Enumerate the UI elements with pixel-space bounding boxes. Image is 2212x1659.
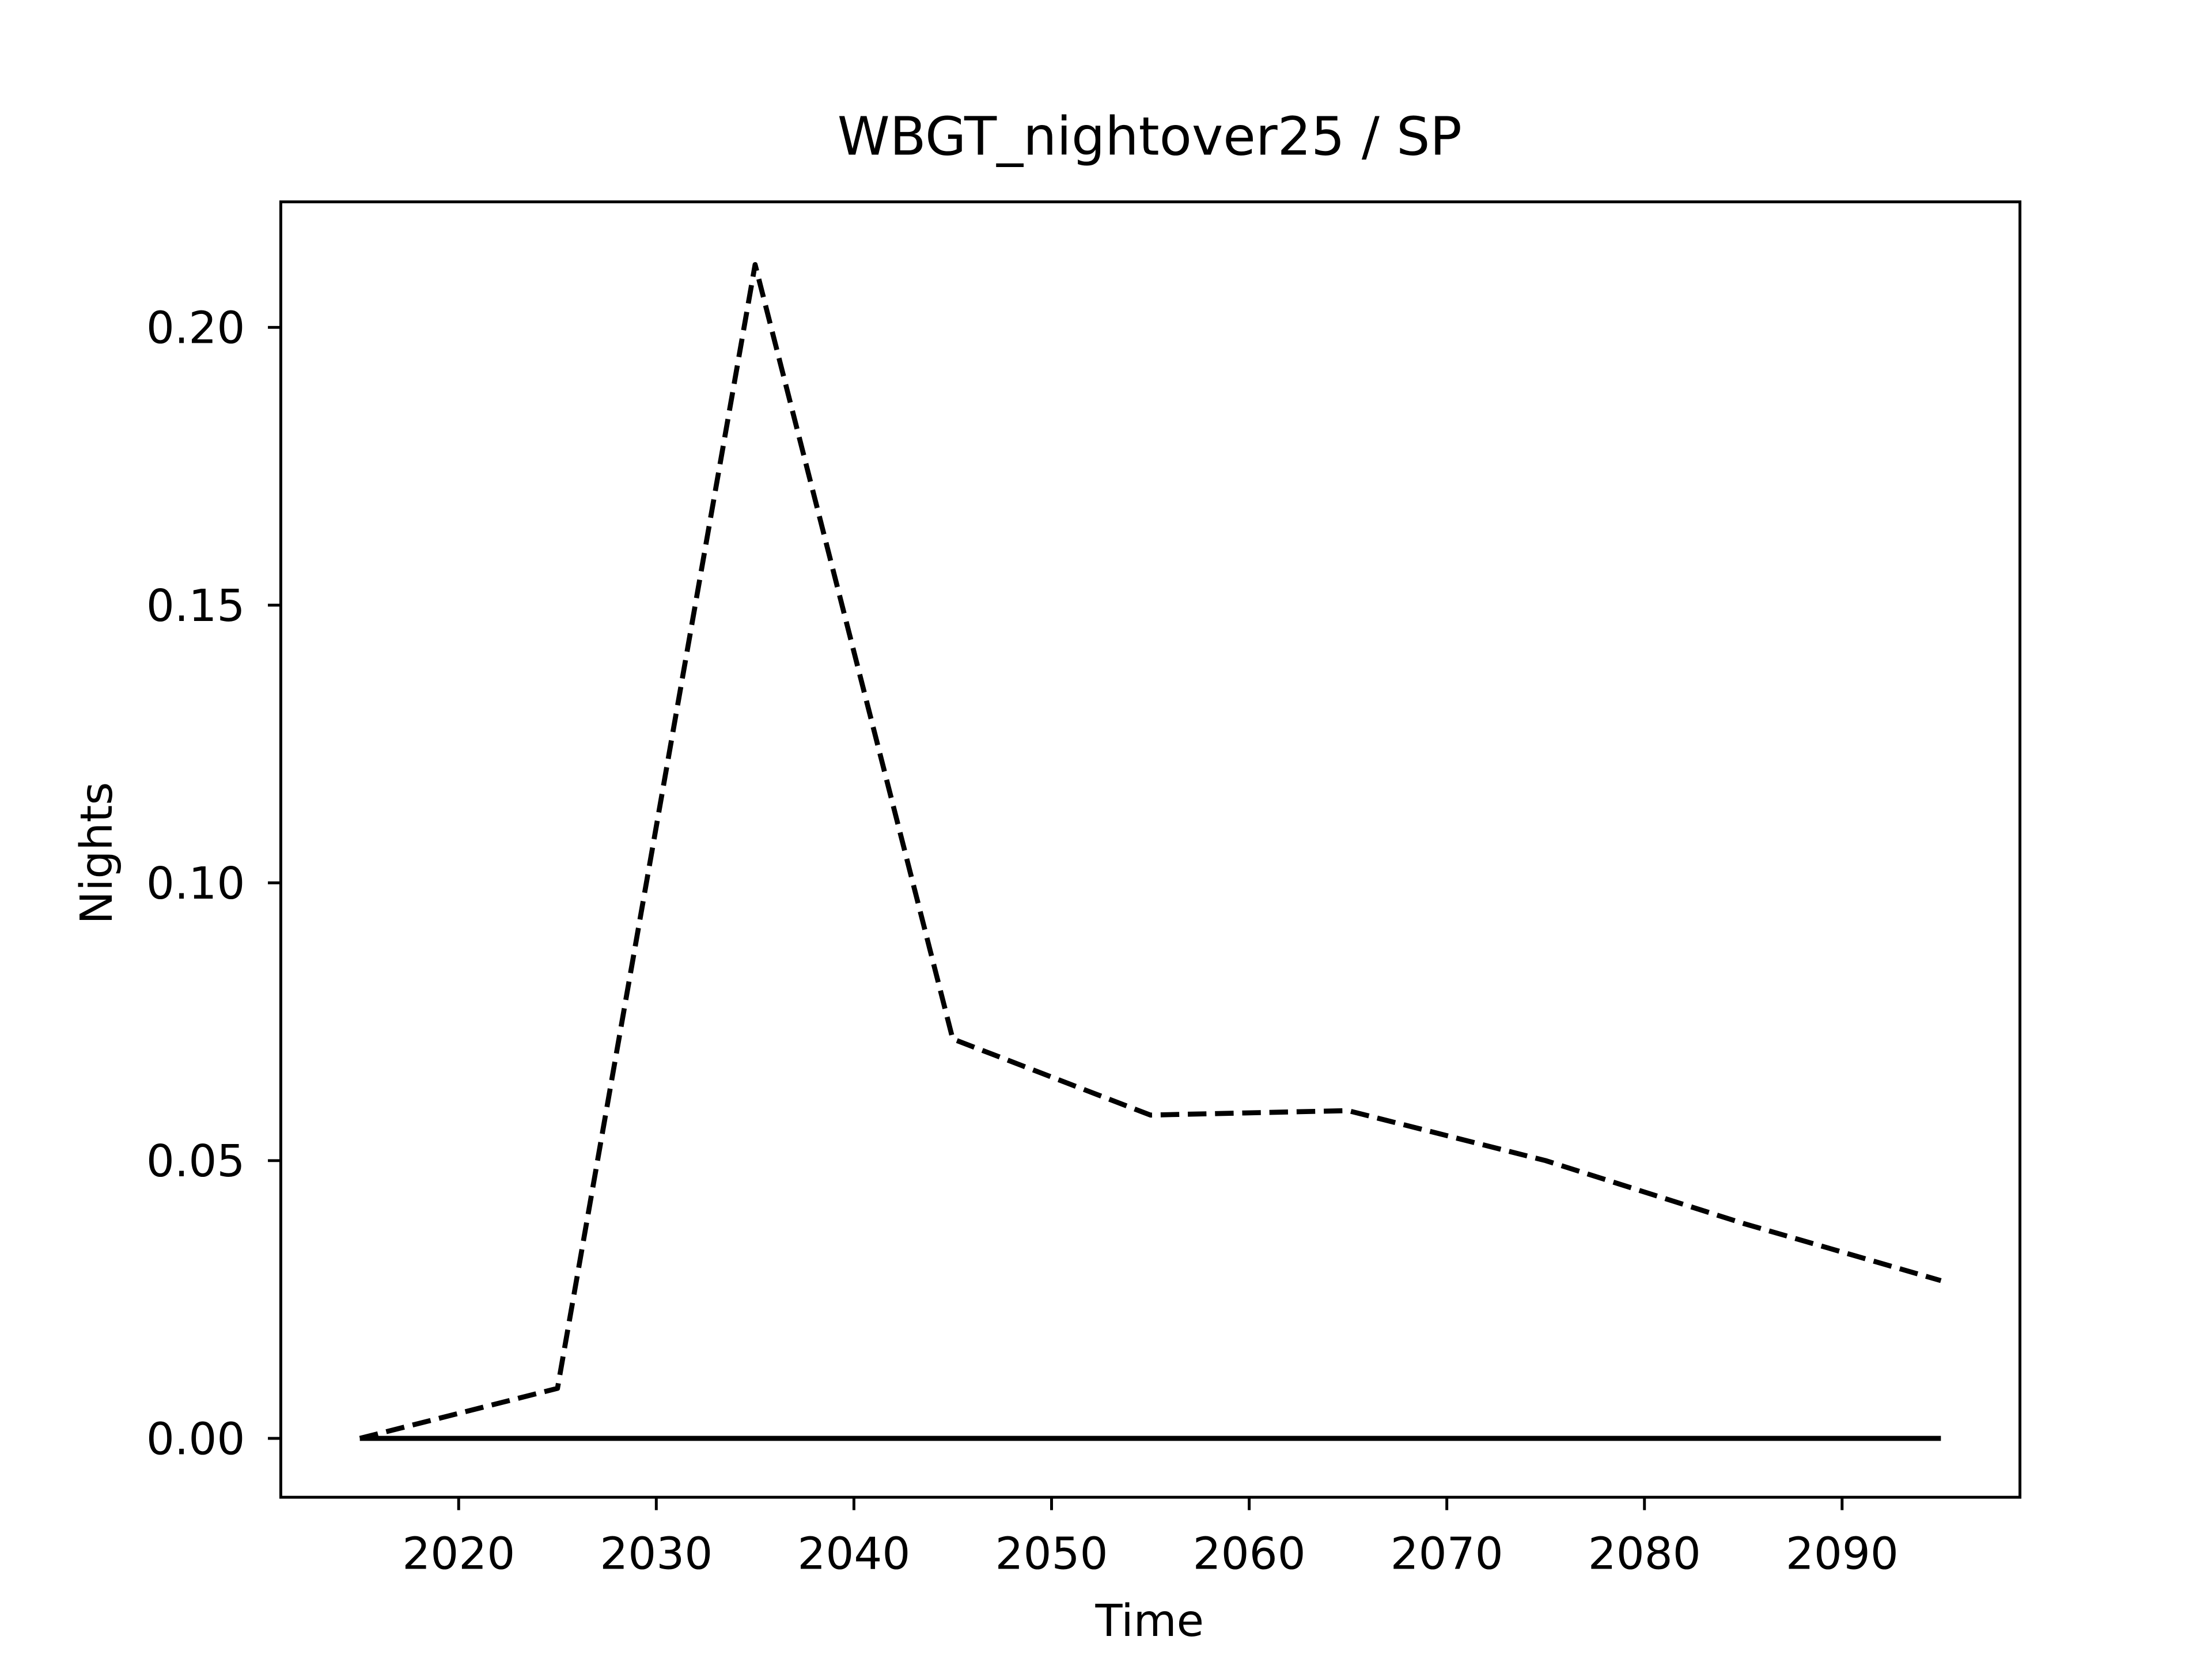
x-tick-label: 2040 <box>797 1528 910 1580</box>
y-tick-label: 0.05 <box>146 1135 245 1187</box>
x-tick-label: 2050 <box>995 1528 1108 1580</box>
plot-frame <box>279 200 2022 1499</box>
y-axis-label: Nights <box>71 782 123 924</box>
y-tick-label: 0.10 <box>146 858 245 910</box>
x-tick-label: 2070 <box>1391 1528 1503 1580</box>
series-line <box>359 262 1942 1441</box>
x-tick-label: 2060 <box>1193 1528 1306 1580</box>
y-tick-label: 0.00 <box>146 1413 245 1465</box>
chart-title: WBGT_nightover25 / SP <box>838 105 1462 167</box>
y-tick-label: 0.15 <box>146 580 245 632</box>
x-tick-label: 2020 <box>402 1528 515 1580</box>
x-tick-label: 2030 <box>600 1528 713 1580</box>
y-tick-label: 0.20 <box>146 302 245 354</box>
x-tick-label: 2080 <box>1588 1528 1701 1580</box>
x-tick-label: 2090 <box>1786 1528 1899 1580</box>
x-axis-label: Time <box>1095 1595 1204 1647</box>
